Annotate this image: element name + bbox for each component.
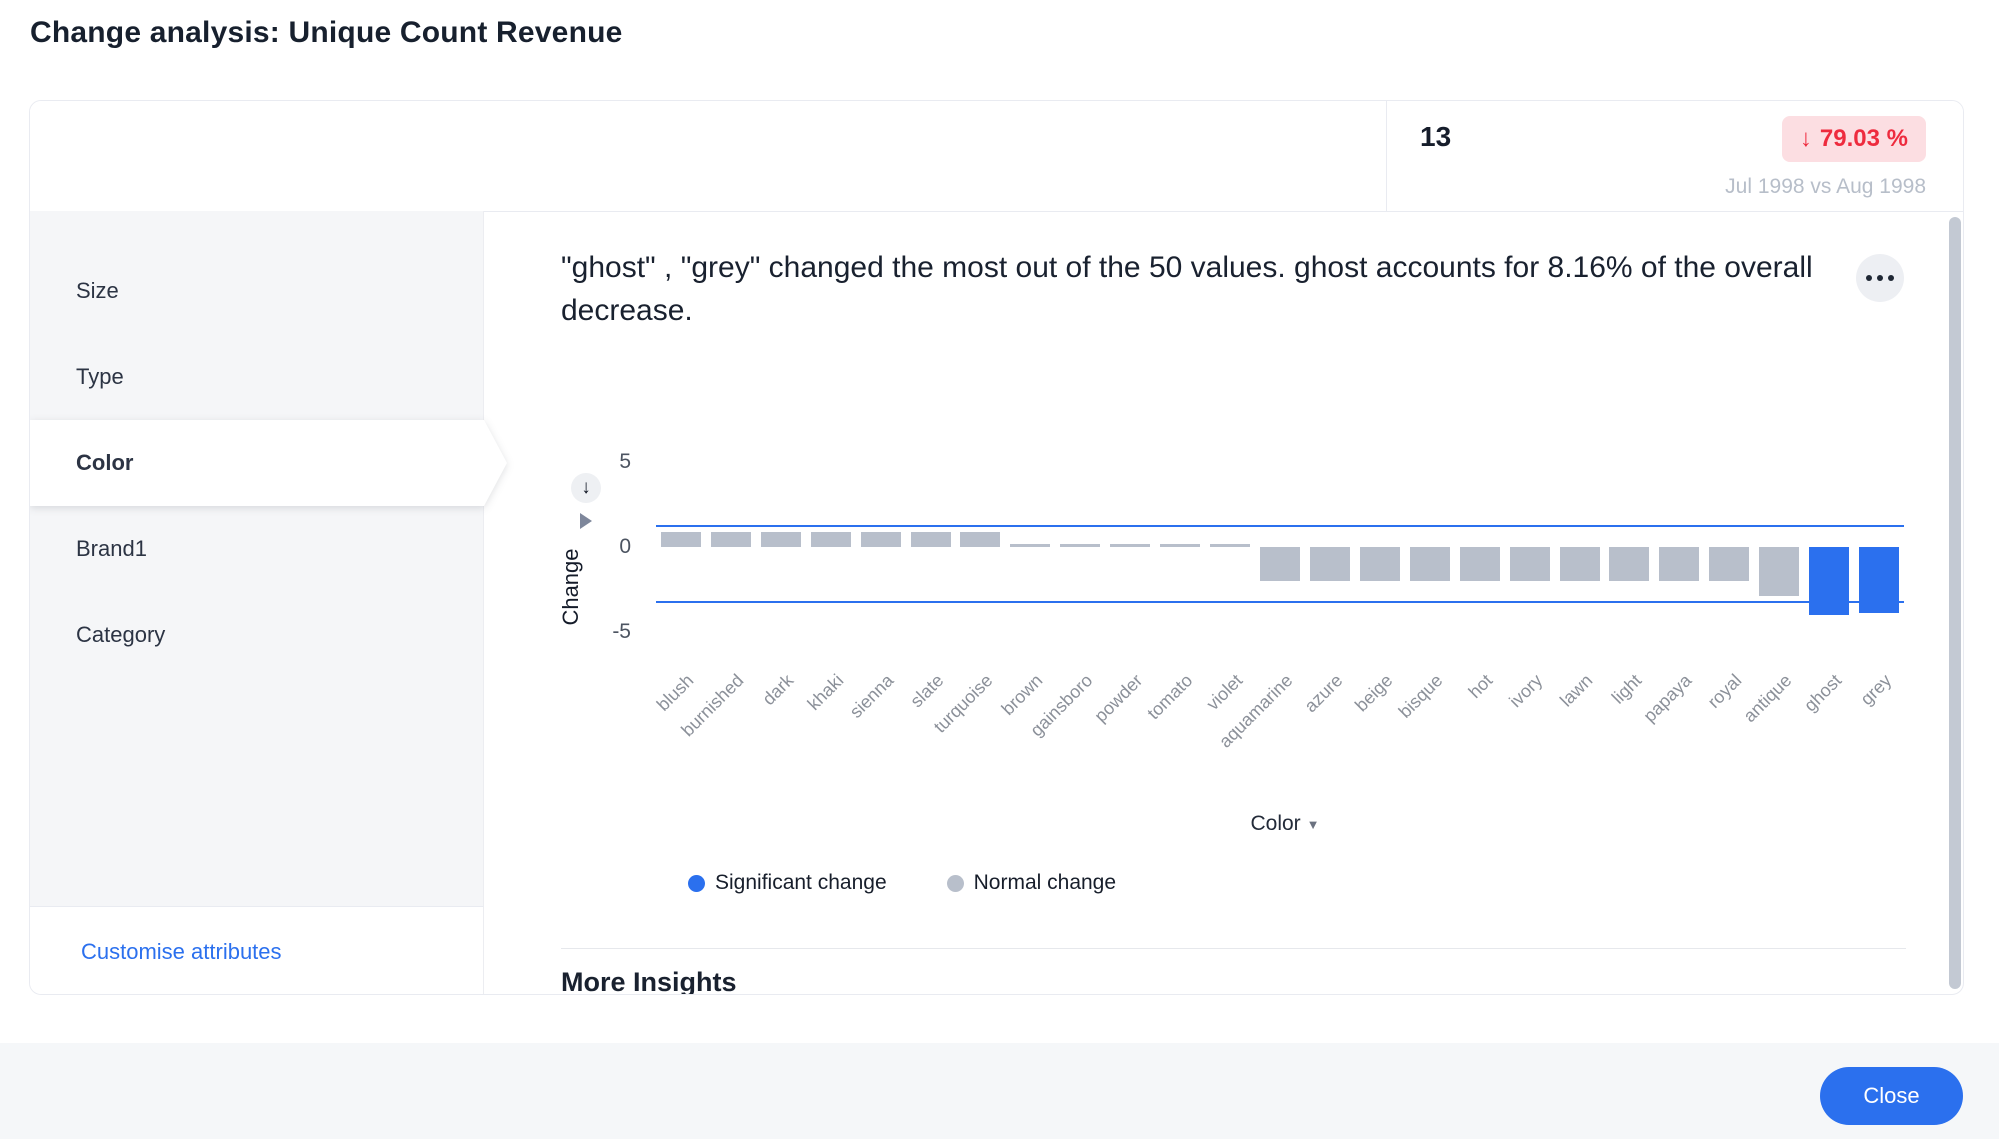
change-badge-value: 79.03 % [1819, 125, 1908, 152]
bar-powder[interactable] [1110, 543, 1151, 547]
sidebar-item-label: Color [76, 450, 134, 475]
bar-hot[interactable] [1459, 547, 1500, 581]
chart-expander-triangle-icon[interactable] [580, 513, 592, 529]
comparison-label: Jul 1998 vs Aug 1998 [1725, 175, 1926, 198]
modal-footer: Close [0, 1043, 1999, 1139]
bar-gainsboro[interactable] [1060, 543, 1101, 547]
bar-beige[interactable] [1359, 547, 1400, 581]
bar-bisque[interactable] [1409, 547, 1450, 581]
bar-aquamarine[interactable] [1260, 547, 1300, 581]
bar-azure[interactable] [1309, 547, 1350, 581]
sidebar-item-color[interactable]: Color [30, 420, 507, 506]
chart-legend: Significant change Normal change [688, 871, 1116, 895]
y-tick-label: 0 [619, 535, 631, 558]
bar-lawn[interactable] [1559, 547, 1600, 581]
legend-item-significant[interactable]: Significant change [688, 871, 887, 895]
x-axis-label: Color [1250, 812, 1301, 835]
bar-ghost[interactable] [1809, 547, 1850, 615]
sidebar-item-type[interactable]: Type [30, 334, 483, 420]
bar-royal[interactable] [1709, 547, 1750, 581]
lower-threshold-line [656, 601, 1904, 604]
bar-antique[interactable] [1759, 547, 1800, 597]
divider [561, 948, 1906, 949]
chevron-down-icon: ▼ [1306, 816, 1320, 832]
change-badge: ↓ 79.03 % [1781, 116, 1926, 162]
legend-dot-icon [946, 874, 964, 892]
attribute-sidebar: Size Type Color Brand1 Category [30, 211, 507, 906]
sidebar-item-label: Type [76, 364, 124, 389]
metric-value: 13 [1420, 121, 1452, 152]
bar-light[interactable] [1609, 547, 1650, 581]
analysis-card: 13 ↓ 79.03 % Jul 1998 vs Aug 1998 Size Ty… [29, 100, 1964, 995]
bar-slate[interactable] [910, 531, 951, 547]
legend-dot-icon [688, 874, 705, 892]
bar-tomato[interactable] [1160, 543, 1201, 547]
more-options-button[interactable] [1856, 254, 1904, 302]
y-tick-label: -5 [612, 620, 631, 643]
sidebar-item-brand1[interactable]: Brand1 [30, 506, 483, 592]
legend-item-normal[interactable]: Normal change [946, 871, 1117, 895]
sidebar-item-label: Category [76, 622, 166, 647]
bar-turquoise[interactable] [960, 531, 1001, 547]
customise-section: Customise attributes [30, 906, 484, 994]
y-axis-label: Change [558, 548, 583, 626]
bar-blush[interactable] [660, 531, 701, 547]
sidebar-item-label: Brand1 [76, 536, 147, 561]
bar-dark[interactable] [760, 531, 801, 547]
more-insights-title: More Insights [561, 967, 737, 995]
upper-threshold-line [656, 524, 1904, 527]
bar-papaya[interactable] [1659, 547, 1700, 581]
bar-ivory[interactable] [1509, 547, 1550, 581]
insight-text: "ghost" , "grey" changed the most out of… [561, 251, 1813, 327]
bar-brown[interactable] [1010, 543, 1051, 547]
customise-attributes-link[interactable]: Customise attributes [81, 938, 282, 964]
ellipsis-icon [1866, 275, 1872, 281]
page-title: Change analysis: Unique Count Revenue [30, 16, 623, 49]
sidebar-item-size[interactable]: Size [30, 248, 483, 334]
bar-khaki[interactable] [810, 531, 851, 547]
bar-violet[interactable] [1210, 543, 1251, 547]
chart-drilldown-arrow-icon[interactable]: ↓ [571, 473, 601, 503]
legend-label: Normal change [973, 871, 1117, 894]
card-header: 13 ↓ 79.03 % Jul 1998 vs Aug 1998 [30, 101, 1963, 212]
vertical-scrollbar[interactable] [1949, 217, 1961, 989]
bar-sienna[interactable] [860, 531, 901, 547]
x-axis-dropdown[interactable]: Color ▼ [1200, 812, 1370, 836]
down-arrow-icon: ↓ [1799, 125, 1812, 152]
header-divider [1386, 101, 1387, 211]
sidebar-item-category[interactable]: Category [30, 592, 483, 678]
y-tick-label: 5 [619, 450, 631, 473]
sidebar-item-label: Size [76, 278, 119, 303]
close-button[interactable]: Close [1820, 1067, 1963, 1125]
legend-label: Significant change [715, 871, 887, 894]
bar-burnished[interactable] [710, 531, 751, 547]
sidebar-item-list: Size Type Color Brand1 Category [30, 248, 507, 678]
